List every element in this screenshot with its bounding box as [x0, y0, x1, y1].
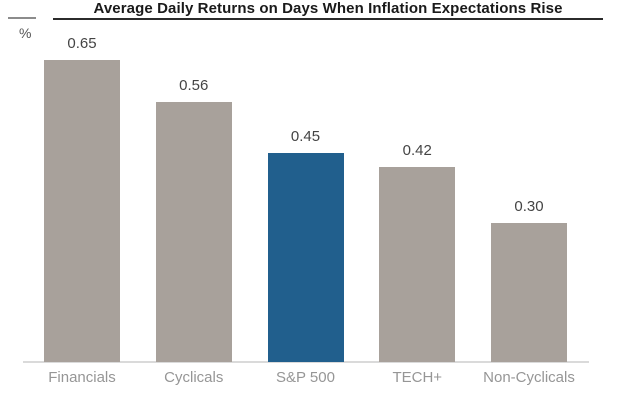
bar-cyclicals	[155, 102, 232, 362]
bar-value-label-s-p-500: 0.45	[290, 128, 321, 145]
bar-value-label-tech: 0.42	[402, 142, 432, 159]
x-axis-label-s-p-500: S&P 500	[276, 369, 335, 386]
chart-title: Average Daily Returns on Days When Infla…	[53, 0, 603, 20]
top-left-rule	[8, 17, 36, 19]
bar-value-label-financials: 0.65	[67, 35, 97, 52]
bar-non-cyclicals	[491, 223, 567, 362]
bar-value-label-non-cyclicals: 0.30	[514, 198, 544, 215]
x-axis-baseline	[23, 361, 589, 363]
bar-value-label-cyclicals: 0.56	[179, 77, 209, 94]
bar-tech	[379, 167, 456, 362]
bar-financials	[44, 60, 120, 362]
bar-s-p-500	[267, 153, 344, 362]
y-axis-unit-label: %	[19, 25, 32, 41]
x-axis-label-financials: Financials	[48, 369, 116, 386]
x-axis-label-tech: TECH+	[392, 369, 443, 386]
x-axis-label-cyclicals: Cyclicals	[164, 369, 224, 386]
x-axis-label-non-cyclicals: Non-Cyclicals	[483, 369, 575, 386]
